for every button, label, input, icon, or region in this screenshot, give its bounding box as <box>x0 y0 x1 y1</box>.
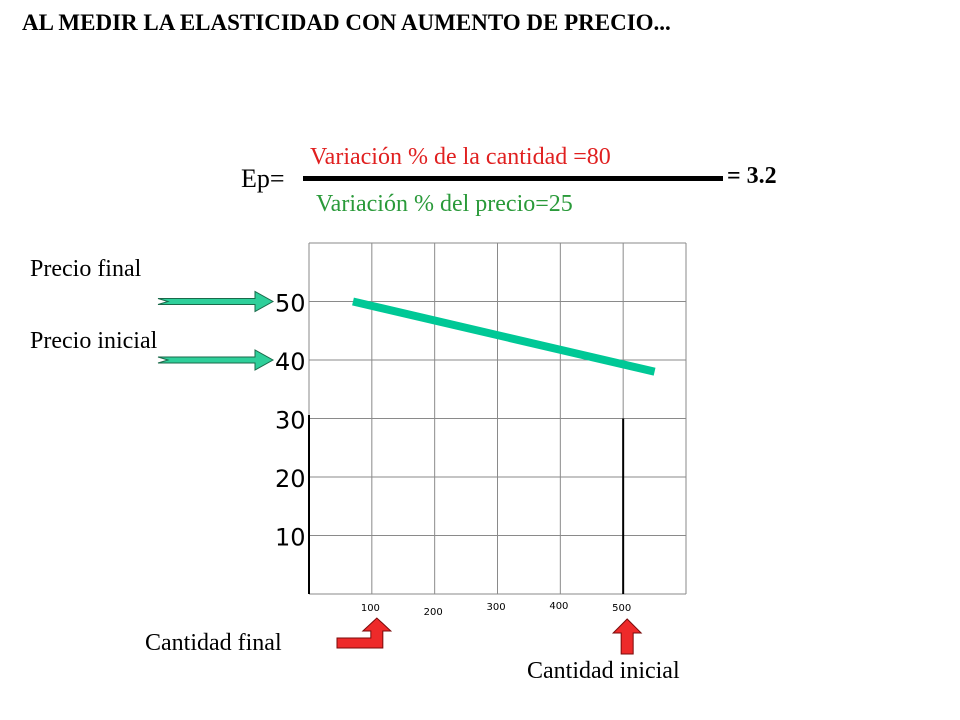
slide-title: AL MEDIR LA ELASTICIDAD CON AUMENTO DE P… <box>22 10 671 35</box>
price-arrow-icon <box>157 349 275 371</box>
y-tick-label: 40 <box>275 348 306 376</box>
x-tick-label: 300 <box>487 602 506 613</box>
chart-arrows <box>157 290 643 655</box>
equation-numerator: Variación % de la cantidad =80 <box>310 144 611 170</box>
precio-final-label: Precio final <box>30 256 142 282</box>
demand-line <box>352 297 656 376</box>
y-tick-label: 20 <box>275 465 306 493</box>
equation-result: = 3.2 <box>727 163 777 189</box>
y-axis-ticks: 10 20 30 40 50 <box>275 290 310 594</box>
ep-symbol: Ep= <box>241 164 285 193</box>
y-tick-label: 50 <box>275 290 306 318</box>
cantidad-final-label: Cantidad final <box>145 630 282 656</box>
x-axis-ticks: 100 200 300 400 500 <box>361 601 631 618</box>
cantidad-inicial-label: Cantidad inicial <box>527 658 680 684</box>
cantidad-final-arrow-icon <box>336 617 393 649</box>
precio-inicial-label: Precio inicial <box>30 328 158 354</box>
fraction-bar <box>303 176 723 181</box>
y-tick-label: 10 <box>275 524 306 552</box>
x-tick-label: 100 <box>361 603 380 614</box>
equation-denominator: Variación % del precio=25 <box>316 191 573 217</box>
chart-grid <box>308 242 687 595</box>
chart-series <box>352 297 656 594</box>
y-tick-label: 30 <box>275 407 306 435</box>
x-tick-label: 500 <box>612 603 631 614</box>
price-arrow-icon <box>157 290 275 313</box>
x-tick-label: 400 <box>549 601 568 612</box>
x-tick-label: 200 <box>424 607 443 618</box>
cantidad-inicial-arrow-icon <box>611 618 643 655</box>
